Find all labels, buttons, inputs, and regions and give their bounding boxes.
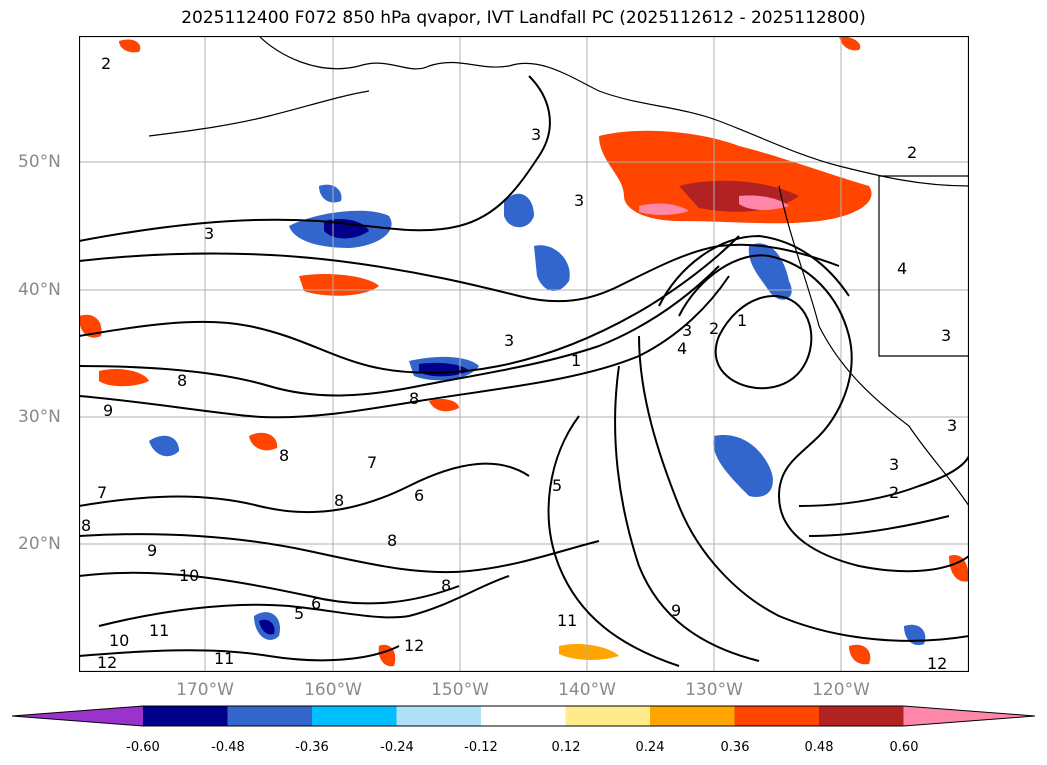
lon-label-140w: 140°W xyxy=(558,680,616,700)
contour-label: 8 xyxy=(177,371,187,390)
contour-label: 9 xyxy=(147,541,157,560)
contour-label: 3 xyxy=(682,321,692,340)
contour-label: 5 xyxy=(294,604,304,623)
colorbar-tick: 0.36 xyxy=(721,740,750,755)
contour-label-group: 2 3 3 3 4 3 3 8 9 8 7 8 9 10 7 8 6 5 10 … xyxy=(81,54,957,672)
colorbar-tick: 0.24 xyxy=(636,740,665,755)
colorbar-tick: 0.60 xyxy=(890,740,919,755)
colorbar: -0.60 -0.48 -0.36 -0.24 -0.12 0.12 0.24 … xyxy=(11,705,1036,755)
lat-label-50n: 50°N xyxy=(18,152,61,172)
contour-label: 12 xyxy=(927,654,947,672)
contour-label: 7 xyxy=(97,483,107,502)
contour-label: 1 xyxy=(737,311,747,330)
colorbar-tick: -0.60 xyxy=(126,740,160,755)
lat-label-30n: 30°N xyxy=(18,407,61,427)
contour-label: 3 xyxy=(204,224,214,243)
colorbar-tick: 0.12 xyxy=(552,740,581,755)
contour-label: 8 xyxy=(441,576,451,595)
colorbar-swatch xyxy=(12,706,143,726)
contour-label: 7 xyxy=(367,453,377,472)
contour-label: 8 xyxy=(81,516,91,535)
contour-label: 12 xyxy=(97,653,117,672)
contour-label: 6 xyxy=(414,486,424,505)
colorbar-swatch xyxy=(819,706,904,726)
map-canvas: 2 3 3 3 4 3 3 8 9 8 7 8 9 10 7 8 6 5 10 … xyxy=(79,36,969,672)
colorbar-swatch xyxy=(396,706,481,726)
colorbar-outline xyxy=(11,705,1036,727)
lat-label-40n: 40°N xyxy=(18,280,61,300)
contour-label: 8 xyxy=(409,389,419,408)
colorbar-swatch xyxy=(565,706,650,726)
contour-label: 2 xyxy=(101,54,111,73)
contour-label: 5 xyxy=(552,476,562,495)
colorbar-tick: 0.48 xyxy=(805,740,834,755)
colorbar-swatch xyxy=(734,706,819,726)
figure-title: 2025112400 F072 850 hPa qvapor, IVT Land… xyxy=(181,8,866,28)
contour-label: 11 xyxy=(557,611,577,630)
colorbar-swatch xyxy=(481,706,566,726)
coastlines xyxy=(148,36,969,507)
contour-label: 2 xyxy=(907,143,917,162)
lat-label-20n: 20°N xyxy=(18,534,61,554)
lon-label-150w: 150°W xyxy=(431,680,489,700)
lon-label-170w: 170°W xyxy=(176,680,234,700)
contour-label: 9 xyxy=(671,601,681,620)
contour-label: 3 xyxy=(947,416,957,435)
contour-label: 3 xyxy=(574,191,584,210)
lon-label-160w: 160°W xyxy=(304,680,362,700)
contour-label: 10 xyxy=(109,631,129,650)
contour-label: 6 xyxy=(311,594,321,613)
colorbar-swatch xyxy=(650,706,735,726)
contour-label: 3 xyxy=(504,331,514,350)
colorbar-tick: -0.24 xyxy=(380,740,414,755)
colorbar-tick: -0.36 xyxy=(295,740,329,755)
contour-label: 4 xyxy=(897,259,907,278)
contour-label: 3 xyxy=(531,125,541,144)
colorbar-tick: -0.48 xyxy=(211,740,245,755)
contour-label: 3 xyxy=(941,326,951,345)
contour-label: 11 xyxy=(149,621,169,640)
colorbar-swatches xyxy=(11,705,1036,727)
lon-label-130w: 130°W xyxy=(685,680,743,700)
contour-label: 2 xyxy=(709,319,719,338)
colorbar-swatch xyxy=(903,706,1035,726)
contour-label: 8 xyxy=(279,446,289,465)
colorbar-swatch xyxy=(143,706,228,726)
map-background xyxy=(79,36,969,672)
contour-label: 9 xyxy=(103,401,113,420)
lon-label-120w: 120°W xyxy=(812,680,870,700)
colorbar-ticks: -0.60 -0.48 -0.36 -0.24 -0.12 0.12 0.24 … xyxy=(126,740,918,755)
contour-label: 8 xyxy=(334,491,344,510)
contour-label: 11 xyxy=(214,649,234,668)
graticule xyxy=(79,36,969,672)
contour-label: 12 xyxy=(404,636,424,655)
map-panel: 2 3 3 3 4 3 3 8 9 8 7 8 9 10 7 8 6 5 10 … xyxy=(79,36,969,672)
map-frame xyxy=(79,36,969,672)
colorbar-swatch xyxy=(312,706,397,726)
contour-label: 1 xyxy=(571,351,581,370)
colorbar-tick: -0.12 xyxy=(464,740,498,755)
ivt-contours xyxy=(79,75,969,667)
contour-label: 8 xyxy=(387,531,397,550)
contour-label: 3 xyxy=(889,455,899,474)
contour-label: 2 xyxy=(889,483,899,502)
colorbar-swatch xyxy=(227,706,312,726)
contour-label: 10 xyxy=(179,566,199,585)
contour-label: 4 xyxy=(677,339,687,358)
